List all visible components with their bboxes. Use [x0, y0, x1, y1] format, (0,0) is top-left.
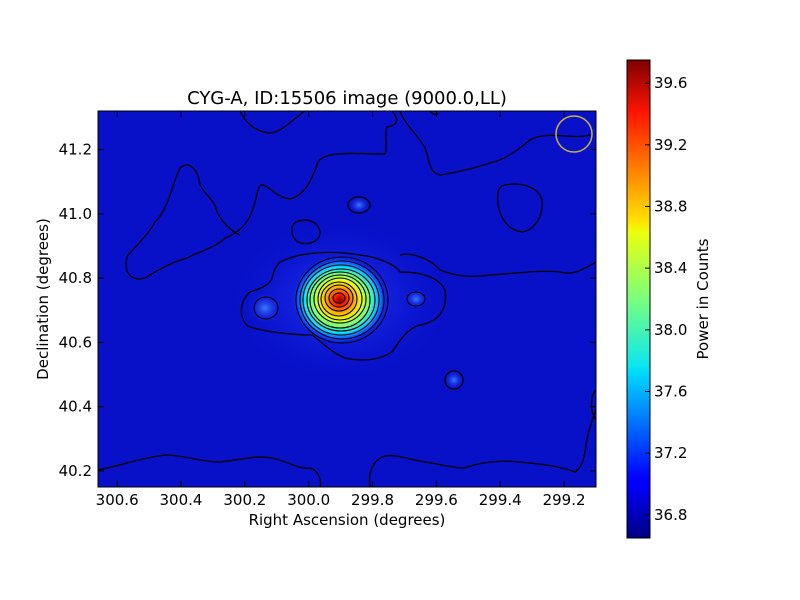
y-tick-label: 40.8: [59, 269, 92, 287]
x-axis-label: Right Ascension (degrees): [249, 511, 446, 529]
plot-frame: [97, 110, 597, 488]
y-tick-label: 40.2: [59, 462, 92, 480]
y-tick-label: 40.4: [59, 398, 92, 416]
colorbar-label: Power in Counts: [694, 238, 712, 359]
y-tick-label: 41.2: [59, 141, 92, 159]
colorbar-tick-label: 36.8: [654, 506, 687, 524]
colorbar-tick-label: 37.6: [654, 383, 687, 401]
core-contours: [253, 256, 426, 344]
x-tick-label: 299.4: [479, 491, 522, 509]
colorbar-ticks: 36.8 37.2 37.6 38.0 38.4 38.8 39.2 39.6: [645, 74, 687, 524]
y-axis-ticks: 40.2 40.4 40.6 40.8 41.0 41.2: [59, 141, 596, 480]
x-axis-ticks: 300.6 300.4 300.2 300.0 299.8 299.6 299.4 299.2: [96, 111, 586, 509]
x-tick-label: 299.2: [543, 491, 586, 509]
contour-lines: [98, 111, 596, 487]
plot-area: [98, 111, 596, 487]
colorbar-tick-label: 38.8: [654, 197, 687, 215]
x-tick-label: 299.8: [351, 491, 394, 509]
colorbar-tick-label: 38.4: [654, 259, 687, 277]
x-tick-label: 300.4: [160, 491, 203, 509]
y-tick-label: 40.6: [59, 333, 92, 351]
core-emission: [292, 256, 388, 344]
x-tick-label: 299.6: [415, 491, 458, 509]
y-axis-label: Declination (degrees): [34, 218, 52, 380]
x-tick-label: 300.2: [223, 491, 266, 509]
beam-circle: [555, 115, 593, 153]
colorbar: [626, 59, 651, 539]
chart-title: CYG-A, ID:15506 image (9000.0,LL): [187, 88, 507, 109]
y-tick-label: 41.0: [59, 205, 92, 223]
colorbar-tick-label: 39.6: [654, 74, 687, 92]
colorbar-tick-label: 38.0: [654, 321, 687, 339]
x-tick-label: 300.0: [287, 491, 330, 509]
colorbar-tick-label: 37.2: [654, 444, 687, 462]
colorbar-tick-label: 39.2: [654, 136, 687, 154]
x-tick-label: 300.6: [96, 491, 139, 509]
